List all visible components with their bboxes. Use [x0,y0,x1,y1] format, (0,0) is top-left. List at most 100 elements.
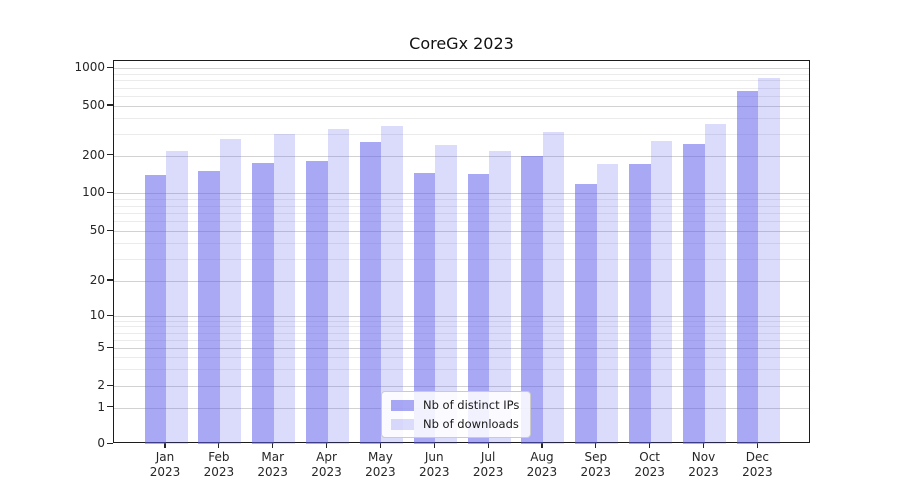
y-axis-tick-label-5: 5 [97,340,105,355]
legend-item-distinct-ips: Nb of distinct IPs [391,398,519,412]
gridline-minor-800 [114,80,809,82]
legend-item-downloads: Nb of downloads [391,417,519,431]
y-tick-mark-100 [107,191,113,194]
x-axis-tick-label-0: Jan 2023 [149,450,181,479]
gridline-minor-9 [114,320,809,322]
y-tick-mark-0 [107,442,113,445]
bar-downloads-jan [166,151,188,444]
gridline-minor-6 [114,339,809,341]
gridline-minor-70 [114,212,809,214]
gridline-minor-700 [114,87,809,89]
y-tick-mark-20 [107,279,113,281]
bar-distinct-ips-jan [144,175,166,444]
bar-distinct-ips-may [359,141,382,444]
x-axis-tick-label-6: Jul 2023 [472,450,504,479]
gridline-minor-90 [114,199,809,201]
x-axis-tick-label-2: Mar 2023 [257,450,288,479]
legend: Nb of distinct IPs Nb of downloads [381,391,532,438]
gridline-minor-400 [114,117,809,119]
legend-swatch-distinct-ips [391,399,414,411]
bar-downloads-jun [435,145,457,444]
x-tick-mark-7 [541,443,543,448]
y-axis-tick-label-50: 50 [89,223,105,238]
bar-distinct-ips-jun [413,172,436,444]
gridline-minor-7 [114,332,809,334]
gridline-minor-600 [114,95,809,97]
x-tick-mark-0 [164,443,166,448]
x-tick-mark-11 [756,443,758,448]
gridline-major-5 [114,348,809,350]
gridline-minor-8 [114,326,809,328]
bar-distinct-ips-mar [252,163,274,444]
y-tick-mark-5 [107,346,113,348]
y-tick-mark-1000 [107,66,113,68]
x-tick-mark-6 [487,443,489,448]
x-tick-mark-9 [649,443,651,448]
bar-downloads-nov [704,124,726,444]
legend-label-downloads: Nb of downloads [423,417,519,431]
chart-title: CoreGx 2023 [409,34,514,53]
bar-downloads-may [381,125,403,444]
bar-downloads-dec [758,78,780,444]
y-axis-tick-label-1000: 1000 [74,60,105,75]
gridline-major-2 [114,386,809,387]
bar-downloads-oct [650,140,673,444]
y-axis-tick-label-1: 1 [97,399,105,414]
x-tick-mark-3 [325,443,328,448]
y-axis-tick-label-500: 500 [82,97,105,112]
gridline-minor-60 [114,221,809,223]
bar-distinct-ips-jul [467,173,490,444]
gridline-minor-300 [114,133,809,135]
bar-distinct-ips-nov [683,143,705,444]
bar-distinct-ips-feb [198,170,220,444]
x-tick-mark-10 [702,443,705,448]
gridline-minor-40 [114,243,809,245]
legend-label-distinct-ips: Nb of distinct IPs [423,398,520,412]
bar-downloads-apr [327,129,350,444]
gridline-minor-80 [114,205,809,207]
x-axis-tick-label-11: Dec 2023 [742,450,773,479]
x-axis-tick-label-3: Apr 2023 [311,450,342,479]
bar-distinct-ips-dec [736,90,759,444]
x-tick-mark-1 [218,443,220,448]
x-tick-mark-8 [595,443,597,448]
bar-downloads-sep [596,163,619,444]
bar-distinct-ips-apr [306,160,328,444]
gridline-major-100 [114,193,809,195]
bar-distinct-ips-aug [521,155,543,444]
gridline-major-200 [114,155,809,157]
legend-swatch-downloads [391,418,414,430]
y-axis-tick-label-200: 200 [82,147,105,162]
x-axis-tick-label-10: Nov 2023 [688,450,719,479]
y-tick-mark-2 [107,384,113,386]
y-tick-mark-200 [107,154,113,156]
gridline-major-20 [114,280,809,282]
y-axis-tick-label-0: 0 [97,436,105,451]
x-axis-tick-label-9: Oct 2023 [634,450,665,479]
y-axis-tick-label-2: 2 [97,378,105,392]
bar-downloads-feb [219,138,242,444]
bar-downloads-jul [489,150,511,444]
gridline-minor-900 [114,73,809,75]
x-axis-tick-label-8: Sep 2023 [580,450,612,479]
y-axis-tick-label-10: 10 [89,308,105,322]
gridline-minor-30 [114,258,809,260]
y-tick-mark-1 [107,406,113,408]
gridline-minor-4 [114,357,809,359]
x-axis-tick-label-7: Aug 2023 [526,450,558,479]
y-axis-tick-label-100: 100 [82,185,105,200]
x-tick-mark-4 [379,443,381,448]
gridline-major-1000 [114,68,809,70]
gridline-major-50 [114,231,809,233]
x-axis-tick-label-4: May 2023 [365,450,396,479]
x-tick-mark-2 [272,443,274,448]
y-tick-mark-10 [107,314,113,316]
y-axis-tick-label-20: 20 [89,272,105,287]
bar-distinct-ips-oct [629,163,651,444]
bar-downloads-aug [542,132,565,444]
y-tick-mark-50 [107,229,113,231]
x-tick-mark-5 [433,443,435,448]
gridline-major-500 [114,105,809,107]
bar-distinct-ips-sep [575,183,597,444]
